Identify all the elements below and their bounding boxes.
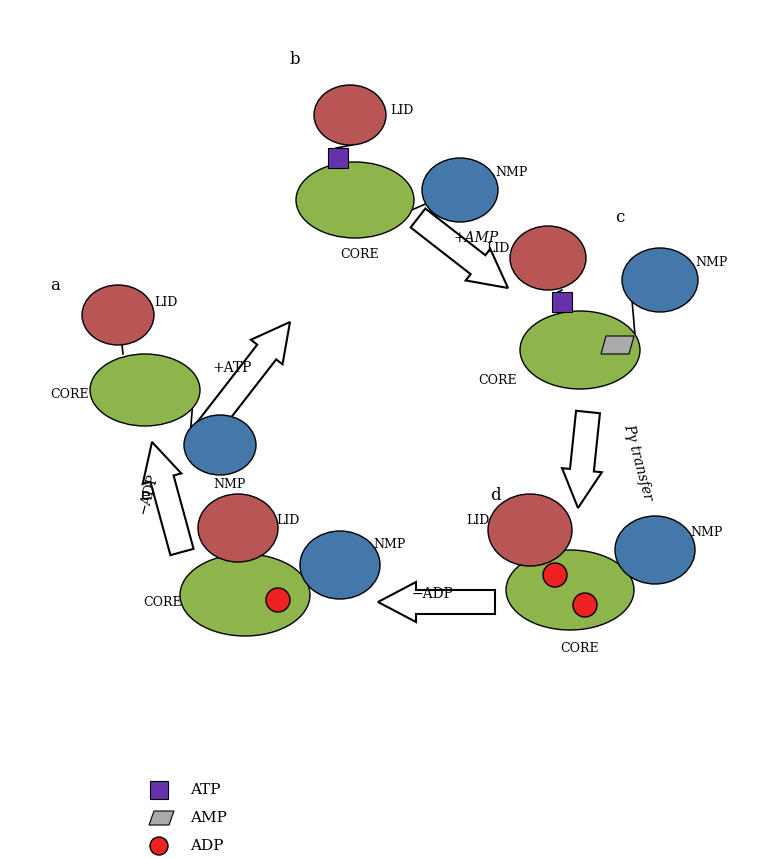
- Text: NMP: NMP: [690, 526, 723, 539]
- Ellipse shape: [296, 162, 414, 238]
- Text: CORE: CORE: [561, 642, 599, 655]
- Ellipse shape: [543, 563, 567, 587]
- Polygon shape: [149, 811, 174, 825]
- Ellipse shape: [184, 415, 256, 475]
- Text: Pγ transfer: Pγ transfer: [621, 423, 655, 502]
- Ellipse shape: [314, 85, 386, 145]
- Bar: [150, 781, 168, 799]
- FancyArrow shape: [143, 442, 194, 555]
- Text: −ADP: −ADP: [136, 472, 161, 516]
- Text: CORE: CORE: [144, 596, 182, 610]
- Bar: [328, 148, 348, 168]
- Ellipse shape: [615, 516, 695, 584]
- Ellipse shape: [90, 354, 200, 426]
- Text: c: c: [615, 210, 624, 227]
- Text: LID: LID: [276, 514, 300, 527]
- Ellipse shape: [150, 837, 168, 855]
- Text: LID: LID: [154, 296, 177, 309]
- Text: NMP: NMP: [696, 255, 728, 269]
- Text: −ADP: −ADP: [411, 587, 453, 601]
- Text: a: a: [50, 277, 60, 294]
- Ellipse shape: [300, 531, 380, 599]
- Text: LID: LID: [466, 514, 490, 527]
- Text: d: d: [490, 486, 500, 503]
- Ellipse shape: [82, 285, 154, 345]
- Ellipse shape: [266, 588, 290, 612]
- Text: e: e: [140, 486, 150, 503]
- Polygon shape: [601, 336, 634, 354]
- Text: +ATP: +ATP: [212, 361, 252, 375]
- FancyArrow shape: [190, 322, 290, 445]
- Ellipse shape: [510, 226, 586, 290]
- Text: NMP: NMP: [214, 478, 247, 491]
- Bar: [552, 292, 572, 312]
- Text: AMP: AMP: [190, 811, 227, 825]
- Text: ATP: ATP: [190, 783, 220, 797]
- Text: CORE: CORE: [478, 374, 518, 387]
- Text: CORE: CORE: [51, 388, 89, 401]
- Ellipse shape: [488, 494, 572, 566]
- Ellipse shape: [622, 248, 698, 312]
- Ellipse shape: [520, 311, 640, 389]
- Ellipse shape: [422, 158, 498, 222]
- Text: NMP: NMP: [496, 166, 528, 179]
- FancyArrow shape: [411, 209, 508, 288]
- Ellipse shape: [180, 554, 310, 636]
- Text: LID: LID: [390, 103, 414, 117]
- Text: +AMP: +AMP: [453, 231, 498, 245]
- Text: b: b: [290, 52, 300, 69]
- FancyArrow shape: [378, 582, 495, 622]
- Ellipse shape: [573, 593, 597, 617]
- Text: CORE: CORE: [341, 248, 379, 261]
- Ellipse shape: [506, 550, 634, 630]
- Ellipse shape: [198, 494, 278, 562]
- Text: LID: LID: [486, 241, 510, 254]
- Text: ADP: ADP: [190, 839, 223, 853]
- Text: NMP: NMP: [374, 539, 406, 551]
- FancyArrow shape: [562, 411, 602, 508]
